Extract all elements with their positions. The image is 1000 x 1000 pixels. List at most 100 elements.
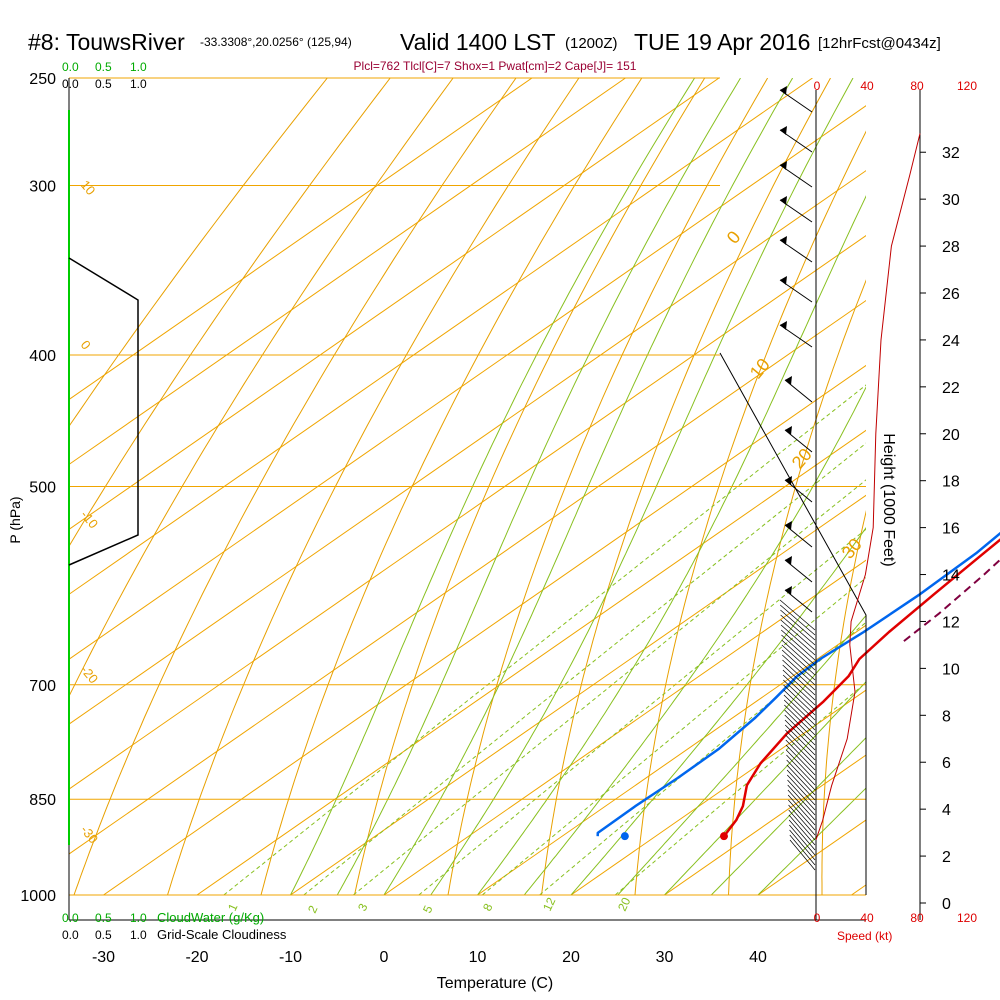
pressure-tick-label: 1000 (20, 888, 56, 905)
temperature-tick-label: 0 (380, 949, 389, 966)
wind-barb (786, 764, 816, 796)
cloud-scale-bottom-green: 0.5 (95, 911, 112, 925)
height-tick-label: 32 (942, 145, 960, 162)
height-tick-label: 30 (942, 192, 960, 209)
isotherm (69, 78, 626, 466)
isotherm (570, 689, 866, 895)
sounding-profiles (596, 531, 1000, 841)
cloud-scale-bottom-green: 1.0 (130, 911, 147, 925)
wind-barb (789, 834, 816, 866)
isotherm (477, 624, 866, 895)
wind-barb (781, 644, 816, 676)
height-tick-label: 2 (942, 849, 951, 866)
temperature-tick-label: 30 (656, 949, 674, 966)
wind-barbs (779, 86, 816, 871)
wind-barb (780, 619, 816, 651)
pressure-tick-label: 400 (29, 348, 56, 365)
wind-barb-flag (780, 276, 787, 285)
speed-tick-bottom: 80 (910, 911, 924, 925)
temperature-tick-label: -30 (92, 949, 115, 966)
axis-labels: P (hPa) Temperature (C) Height (1000 Fee… (7, 433, 897, 992)
height-tick-label: 8 (942, 708, 951, 725)
wind-barb-flag (785, 586, 792, 595)
wind-barb (788, 819, 816, 851)
wind-barb (781, 629, 816, 661)
pressure-tick-label: 850 (29, 792, 56, 809)
cloud-scale-bottom-black: 0.5 (95, 928, 112, 942)
wind-barb (783, 684, 816, 716)
wind-barb (787, 774, 816, 806)
wind-barb (788, 804, 816, 836)
dry-adiabat-label: -20 (78, 662, 102, 686)
station-title: #8: TouwsRiver (28, 29, 185, 55)
dry-adiabat (728, 279, 866, 895)
cloud-scale-top-black: 0.5 (95, 77, 112, 91)
temperature-tick-label: 40 (749, 949, 767, 966)
wind-barb (785, 744, 816, 776)
moist-adiabat (383, 78, 794, 895)
dry-adiabat (69, 78, 391, 548)
mixing-ratio-label: 12 (540, 895, 558, 913)
moist-adiabat (290, 78, 696, 895)
height-tick-label: 6 (942, 755, 951, 772)
wind-barb-flag (780, 236, 787, 245)
height-tick-label: 18 (942, 474, 960, 491)
cloud-scale-top-green: 1.0 (130, 60, 147, 74)
wind-barb (784, 714, 816, 746)
isotherm (290, 494, 866, 895)
zulu-time: (1200Z) (565, 35, 618, 52)
wind-barb (789, 839, 816, 871)
cloud-scale-top-green: 0.0 (62, 60, 79, 74)
speed-axis-label: Speed (kt) (837, 929, 892, 943)
wind-barb (781, 634, 816, 666)
wind-barb-flag (780, 196, 787, 205)
dry-adiabat (69, 78, 454, 698)
speed-tick-top: 40 (860, 79, 874, 93)
dry-adiabat-label: -10 (78, 507, 102, 531)
dry-adiabat (634, 130, 866, 895)
wind-barb (780, 609, 816, 641)
height-tick-label: 10 (942, 661, 960, 678)
height-tick-label: 12 (942, 614, 960, 631)
temperature-tick-label: 10 (469, 949, 487, 966)
height-axis-label: Height (1000 Feet) (880, 433, 897, 566)
wind-barb (786, 754, 816, 786)
moist-adiabat-label: 10 (746, 354, 774, 382)
height-tick-label: 20 (942, 427, 960, 444)
wind-barb (786, 759, 816, 791)
temperature-tick-label: -10 (279, 949, 302, 966)
dry-adiabat (73, 78, 517, 895)
wind-barb-flag (785, 476, 792, 485)
wind-barb (783, 679, 816, 711)
height-tick-label: 16 (942, 521, 960, 538)
wind-barb (784, 724, 816, 756)
speed-tick-top: 120 (957, 79, 977, 93)
y-axis-label: P (hPa) (7, 496, 23, 543)
temperature-tick-label: -20 (185, 949, 208, 966)
moist-adiabat (523, 386, 866, 895)
parcel-parameters: Plcl=762 Tlcl[C]=7 Shox=1 Pwat[cm]=2 Cap… (354, 59, 637, 73)
pressure-tick-label: 250 (29, 71, 56, 88)
mixing-ratio-line (223, 384, 866, 895)
height-tick-label: 0 (942, 896, 951, 913)
wind-barb (779, 599, 816, 631)
mixing-ratio-line (418, 528, 866, 895)
cloud-scale-bottom-black: 1.0 (130, 928, 147, 942)
wind-barb-flag (780, 161, 787, 170)
wind-barb (789, 829, 816, 861)
valid-time: Valid 1400 LST (400, 29, 556, 55)
dry-adiabat (260, 78, 643, 895)
speed-tick-top: 0 (814, 79, 821, 93)
wind-barb (779, 604, 816, 636)
wind-barb (786, 769, 816, 801)
wind-barb (783, 699, 816, 731)
cloud-scale-top-black: 1.0 (130, 77, 147, 91)
height-tick-label: 28 (942, 239, 960, 256)
mixing-ratio-label: 20 (615, 895, 633, 913)
wind-barb-flag (780, 86, 787, 95)
dry-adiabat (541, 78, 831, 895)
parcel-trace (903, 558, 1000, 642)
height-tick-label: 26 (942, 286, 960, 303)
